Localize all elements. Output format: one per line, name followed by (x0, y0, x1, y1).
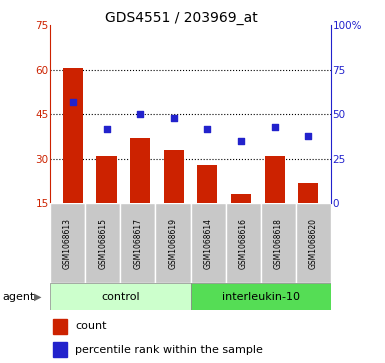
Bar (53, 342, 67, 358)
Bar (50, 203, 85, 283)
Text: GSM1068616: GSM1068616 (239, 218, 248, 269)
Bar (226, 203, 261, 283)
Point (238, 138, 244, 144)
Bar (191, 203, 226, 283)
Point (171, 115, 177, 121)
Bar (261, 203, 296, 283)
Bar (156, 203, 191, 283)
Point (271, 124, 278, 130)
Text: GSM1068615: GSM1068615 (98, 218, 107, 269)
Bar (50, 283, 191, 310)
Bar (130, 138, 150, 248)
Text: percentile rank within the sample: percentile rank within the sample (75, 345, 263, 355)
Text: ▶: ▶ (33, 292, 41, 302)
Bar (231, 194, 251, 248)
Text: GSM1068614: GSM1068614 (204, 218, 213, 269)
Text: GSM1068617: GSM1068617 (133, 218, 142, 269)
Bar (191, 283, 331, 310)
Bar (121, 203, 156, 283)
Bar (97, 156, 117, 248)
Text: GSM1068619: GSM1068619 (169, 218, 177, 269)
Text: GSM1068620: GSM1068620 (309, 218, 318, 269)
Text: agent: agent (2, 292, 34, 302)
Bar (296, 203, 331, 283)
Text: GSM1068613: GSM1068613 (63, 218, 72, 269)
Bar (53, 319, 67, 334)
Point (137, 111, 143, 117)
Point (204, 126, 211, 131)
Point (305, 133, 311, 139)
Bar (298, 183, 318, 248)
Text: GSM1068618: GSM1068618 (274, 218, 283, 269)
Text: count: count (75, 321, 107, 331)
Text: control: control (101, 292, 140, 302)
Bar (164, 150, 184, 248)
Point (104, 126, 110, 131)
Point (70, 99, 76, 105)
Bar (264, 156, 285, 248)
Bar (85, 203, 120, 283)
Text: interleukin-10: interleukin-10 (222, 292, 300, 302)
Bar (63, 68, 83, 248)
Text: GDS4551 / 203969_at: GDS4551 / 203969_at (105, 11, 257, 25)
Bar (197, 165, 218, 248)
